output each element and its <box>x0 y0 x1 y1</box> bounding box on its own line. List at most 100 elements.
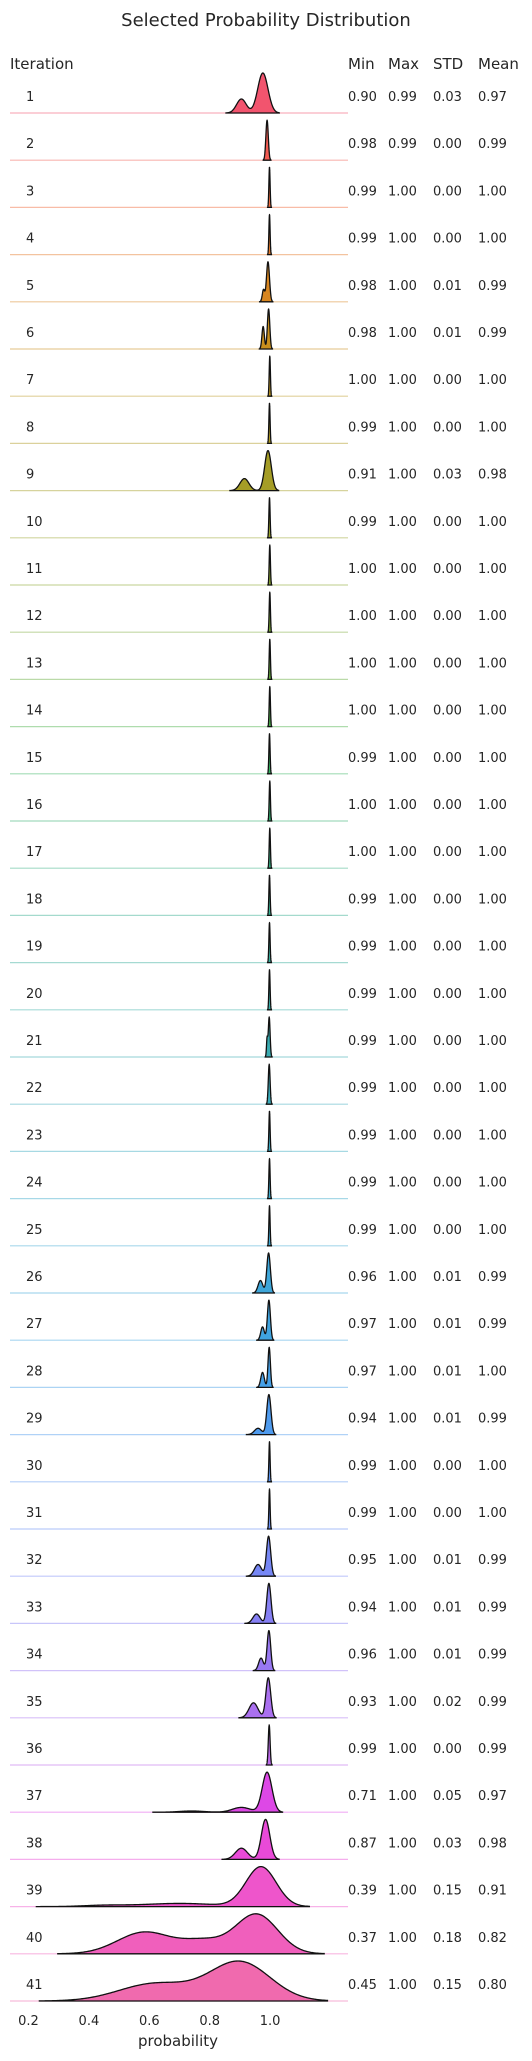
std-value: 0.00 <box>433 137 462 152</box>
min-value: 0.99 <box>348 892 377 907</box>
min-value: 0.97 <box>348 1317 377 1332</box>
max-value: 1.00 <box>388 420 417 435</box>
mean-value: 0.99 <box>478 1270 507 1285</box>
max-value: 1.00 <box>388 373 417 388</box>
iteration-label: 20 <box>26 987 43 1002</box>
ridge-row: 19 0.99 1.00 0.00 1.00 <box>10 921 507 964</box>
max-value: 1.00 <box>388 1742 417 1757</box>
std-value: 0.00 <box>433 940 462 955</box>
x-tick-label: 1.0 <box>260 2014 281 2029</box>
mean-value: 0.99 <box>478 1600 507 1615</box>
std-value: 0.03 <box>433 468 462 483</box>
iteration-label: 29 <box>26 1412 43 1427</box>
ridge-density <box>267 544 273 586</box>
min-value: 0.99 <box>348 1176 377 1191</box>
ridge-density <box>266 166 273 209</box>
std-value: 0.01 <box>433 279 462 294</box>
ridge-density <box>256 1346 274 1389</box>
mean-value: 1.00 <box>478 940 507 955</box>
ridge-row: 34 0.96 1.00 0.01 0.99 <box>10 1629 507 1672</box>
iteration-label: 26 <box>26 1270 43 1285</box>
ridge-row: 31 0.99 1.00 0.00 1.00 <box>10 1488 507 1530</box>
max-value: 1.00 <box>388 940 417 955</box>
ridge-row: 38 0.87 1.00 0.03 0.98 <box>10 1818 507 1861</box>
std-value: 0.01 <box>433 1648 462 1663</box>
iteration-label: 2 <box>26 137 34 152</box>
mean-value: 1.00 <box>478 232 507 247</box>
min-value: 0.91 <box>348 468 377 483</box>
ridge-density <box>258 261 274 303</box>
mean-value: 0.99 <box>478 1695 507 1710</box>
std-value: 0.00 <box>433 420 462 435</box>
ridge-density <box>238 1677 277 1719</box>
std-value: 0.00 <box>433 184 462 199</box>
ridge-density <box>38 1960 329 2002</box>
ridge-density <box>266 402 273 445</box>
ridge-density <box>266 1441 273 1483</box>
mean-value: 0.99 <box>478 326 507 341</box>
std-value: 0.00 <box>433 515 462 530</box>
min-value: 0.99 <box>348 184 377 199</box>
min-value: 0.90 <box>348 90 377 105</box>
std-value: 0.01 <box>433 1270 462 1285</box>
column-header-std: STD <box>433 55 463 73</box>
min-value: 0.45 <box>348 1978 377 1993</box>
max-value: 1.00 <box>388 1978 417 1993</box>
iteration-label: 33 <box>26 1600 43 1615</box>
ridge-row: 7 1.00 1.00 0.00 1.00 <box>10 355 507 397</box>
min-value: 0.99 <box>348 420 377 435</box>
ridge-row: 24 0.99 1.00 0.00 1.00 <box>10 1157 507 1200</box>
ridge-row: 27 0.97 1.00 0.01 0.99 <box>10 1299 507 1341</box>
min-value: 0.96 <box>348 1270 377 1285</box>
ridge-row: 5 0.98 1.00 0.01 0.99 <box>10 261 507 303</box>
max-value: 0.99 <box>388 90 417 105</box>
mean-value: 0.98 <box>478 468 507 483</box>
mean-value: 1.00 <box>478 1223 507 1238</box>
ridge-row: 40 0.37 1.00 0.18 0.82 <box>10 1913 507 1955</box>
max-value: 1.00 <box>388 468 417 483</box>
std-value: 0.00 <box>433 373 462 388</box>
iteration-label: 14 <box>26 704 43 719</box>
max-value: 1.00 <box>388 1223 417 1238</box>
ridge-density <box>267 355 273 397</box>
ridge-density <box>267 780 273 822</box>
mean-value: 1.00 <box>478 1128 507 1143</box>
min-value: 0.99 <box>348 1034 377 1049</box>
min-value: 0.94 <box>348 1600 377 1615</box>
ridge-row: 22 0.99 1.00 0.00 1.00 <box>10 1063 507 1105</box>
max-value: 1.00 <box>388 562 417 577</box>
std-value: 0.00 <box>433 1742 462 1757</box>
mean-value: 1.00 <box>478 515 507 530</box>
std-value: 0.00 <box>433 1081 462 1096</box>
std-value: 0.01 <box>433 1364 462 1379</box>
max-value: 1.00 <box>388 184 417 199</box>
std-value: 0.05 <box>433 1789 462 1804</box>
mean-value: 1.00 <box>478 1034 507 1049</box>
iteration-label: 41 <box>26 1978 43 1993</box>
ridge-row: 17 1.00 1.00 0.00 1.00 <box>10 827 507 869</box>
ridge-row: 36 0.99 1.00 0.00 0.99 <box>10 1724 507 1766</box>
max-value: 1.00 <box>388 1600 417 1615</box>
ridge-density <box>266 921 273 964</box>
max-value: 1.00 <box>388 1270 417 1285</box>
min-value: 0.98 <box>348 326 377 341</box>
iteration-label: 12 <box>26 609 43 624</box>
iteration-label: 35 <box>26 1695 43 1710</box>
ridge-density <box>266 1110 273 1153</box>
ridge-density <box>262 119 272 161</box>
std-value: 0.00 <box>433 1176 462 1191</box>
mean-value: 0.82 <box>478 1931 507 1946</box>
ridge-density <box>265 1724 273 1766</box>
ridge-density <box>267 638 273 681</box>
min-value: 0.99 <box>348 1742 377 1757</box>
ridge-density <box>258 308 274 350</box>
min-value: 0.99 <box>348 987 377 1002</box>
iteration-label: 32 <box>26 1553 43 1568</box>
iteration-label: 4 <box>26 232 34 247</box>
max-value: 1.00 <box>388 1648 417 1663</box>
ridge-row: 13 1.00 1.00 0.00 1.00 <box>10 638 507 681</box>
ridge-row: 18 0.99 1.00 0.00 1.00 <box>10 874 507 917</box>
ridge-row: 9 0.91 1.00 0.03 0.98 <box>10 449 507 492</box>
x-tick-label: 0.2 <box>18 2014 39 2029</box>
